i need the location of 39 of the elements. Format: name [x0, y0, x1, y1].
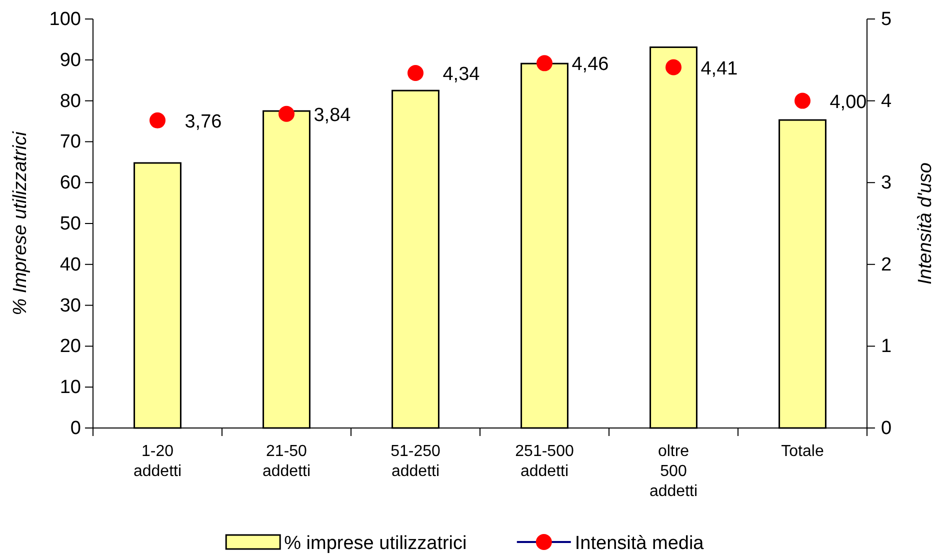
- y2-tick-label: 0: [881, 418, 892, 439]
- y-tick-label: 30: [60, 295, 81, 316]
- point: [794, 92, 810, 109]
- legend-label: Intensità media: [574, 533, 704, 554]
- data-label: 4,00: [830, 92, 867, 113]
- data-label: 4,34: [442, 64, 480, 85]
- x-tick-label: 51-250 addetti: [390, 443, 441, 480]
- y-tick-label: 50: [60, 214, 81, 234]
- x-tick-label: oltre 500 addetti: [649, 443, 698, 500]
- point: [408, 64, 424, 81]
- y2-tick-label: 3: [881, 172, 892, 194]
- data-label: 4,41: [700, 58, 738, 80]
- y2-tick-label: 5: [881, 9, 892, 30]
- y2-axis-title: Intensità d'uso: [915, 162, 936, 284]
- y2-tick-label: 2: [881, 254, 892, 276]
- point: [150, 112, 166, 128]
- y-tick-label: 0: [70, 418, 81, 439]
- point: [536, 55, 552, 72]
- y-tick-label: 80: [60, 90, 81, 112]
- y-tick-label: 10: [60, 377, 81, 398]
- point: [278, 106, 294, 122]
- y-tick-label: 100: [49, 9, 81, 30]
- y-tick-label: 70: [60, 132, 81, 153]
- x-tick-label: 251-500 addetti: [515, 443, 574, 480]
- y-tick-label: 60: [60, 172, 81, 194]
- y-tick-label: 40: [60, 254, 81, 276]
- data-label: 4,46: [572, 54, 609, 76]
- data-label: 3,76: [184, 111, 222, 132]
- y-tick-label: 20: [60, 336, 81, 358]
- x-tick-label: 1-20 addetti: [133, 443, 182, 480]
- legend-label: % imprese utilizzatrici: [284, 533, 467, 554]
- x-tick-label: Totale: [781, 443, 824, 460]
- y2-tick-label: 4: [881, 90, 892, 112]
- y2-tick-label: 1: [881, 336, 892, 358]
- y-tick-label: 90: [60, 50, 81, 71]
- x-tick-label: 21-50 addetti: [262, 443, 311, 480]
- data-label: 3,84: [314, 104, 352, 126]
- y-axis-title: % Imprese utilizzatrici: [10, 130, 31, 316]
- point: [666, 59, 682, 76]
